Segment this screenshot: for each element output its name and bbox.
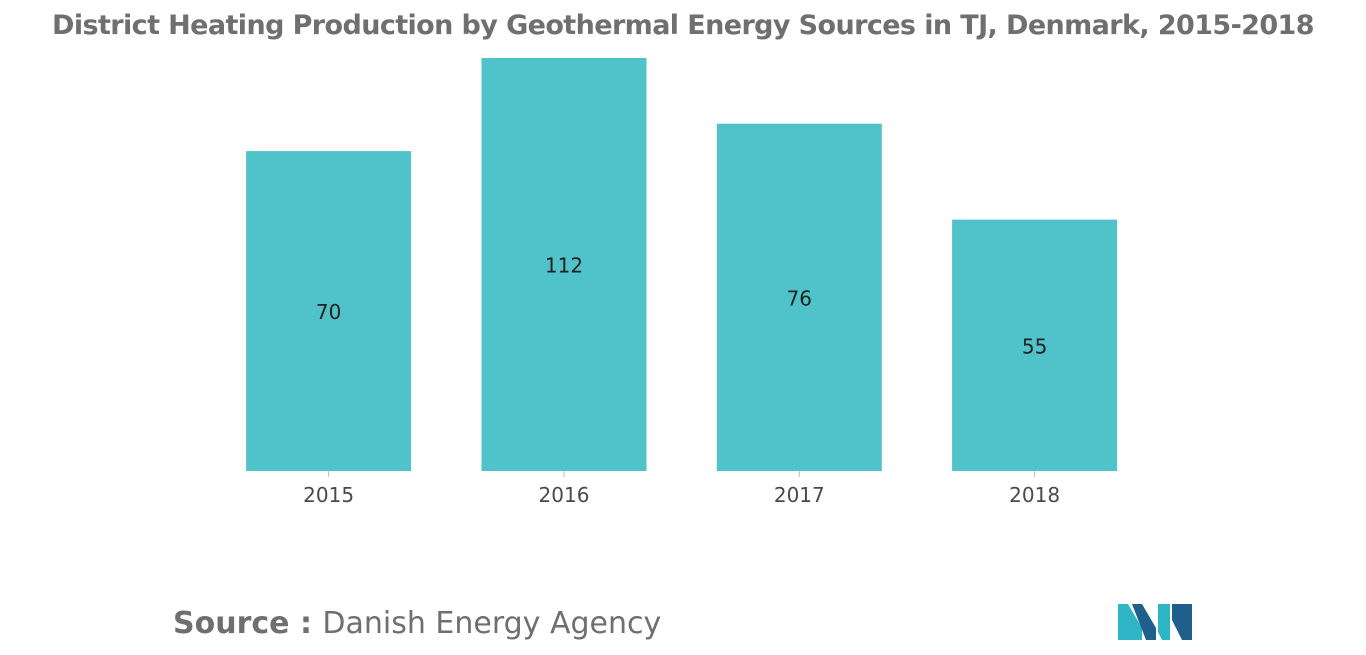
bar-2016: [481, 58, 647, 471]
chart-title: District Heating Production by Geotherma…: [52, 10, 1314, 41]
data-label-2018: 55: [1022, 334, 1047, 358]
data-label-2016: 112: [545, 254, 583, 278]
logo-mid-shape: [1132, 604, 1156, 640]
logo-right-accent: [1172, 604, 1192, 640]
logo-right-shape: [1158, 604, 1170, 640]
source-value: Danish Energy Agency: [322, 606, 662, 641]
x-tick-label-2015: 2015: [303, 483, 354, 507]
data-label-2017: 76: [787, 286, 812, 310]
bar-2017: [716, 123, 882, 471]
source-attribution: Source : Danish Energy Agency: [173, 606, 661, 641]
logo-left-shape: [1118, 604, 1142, 640]
company-logo-icon: [1118, 604, 1192, 640]
bar-2015: [246, 151, 412, 471]
x-tick-label-2016: 2016: [539, 483, 590, 507]
x-tick-label-2018: 2018: [1009, 483, 1060, 507]
bar-2018: [952, 219, 1118, 471]
x-tick-label-2017: 2017: [774, 483, 825, 507]
source-separator: :: [289, 606, 323, 641]
data-label-2015: 70: [316, 300, 341, 324]
source-label: Source: [173, 606, 290, 641]
